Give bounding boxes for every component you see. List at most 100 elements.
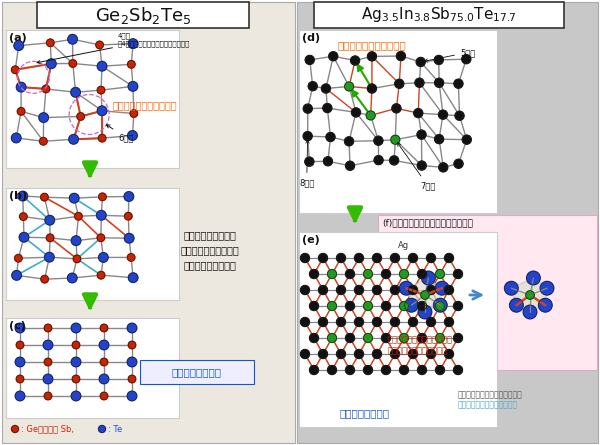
Circle shape [527,271,540,285]
Circle shape [445,286,454,295]
Circle shape [389,156,398,165]
Circle shape [72,375,80,383]
Text: (b): (b) [9,191,27,201]
Circle shape [373,349,382,359]
Circle shape [323,104,332,113]
Circle shape [99,340,109,350]
Circle shape [391,135,400,144]
Circle shape [427,286,436,295]
Circle shape [15,323,25,333]
Circle shape [523,305,537,319]
Circle shape [355,317,364,327]
Circle shape [310,270,319,279]
Circle shape [433,299,447,312]
Circle shape [328,365,337,375]
Circle shape [15,391,25,401]
Circle shape [20,213,27,220]
Circle shape [439,163,448,172]
Circle shape [540,281,554,295]
Circle shape [15,357,25,367]
Circle shape [436,270,445,279]
Text: アモルファス（記録相）: アモルファス（記録相） [338,40,407,50]
Text: 5員環: 5員環 [424,48,475,62]
Circle shape [128,131,137,140]
Circle shape [400,333,409,343]
Circle shape [346,302,355,311]
Circle shape [12,271,22,280]
Bar [2,2,295,443]
Circle shape [409,317,418,327]
Circle shape [47,59,56,69]
Circle shape [417,130,426,139]
Circle shape [39,113,49,122]
Circle shape [310,365,319,375]
Circle shape [301,317,310,327]
Circle shape [364,270,373,279]
Circle shape [41,194,48,201]
Circle shape [322,84,331,93]
Circle shape [364,302,373,311]
Text: 結晶（未記録相）: 結晶（未記録相） [172,367,222,377]
Circle shape [97,61,107,71]
Circle shape [418,305,432,319]
Circle shape [70,194,79,203]
Text: Ag: Ag [398,241,409,250]
FancyBboxPatch shape [314,2,564,28]
Circle shape [98,253,108,262]
Circle shape [303,104,312,113]
Circle shape [367,52,376,61]
Bar [6,318,179,418]
Circle shape [364,365,373,375]
Text: 8員環: 8員環 [299,140,314,187]
Circle shape [71,236,81,246]
Polygon shape [425,278,442,312]
Circle shape [308,82,317,91]
Polygon shape [530,278,547,312]
Circle shape [97,271,105,279]
Circle shape [344,137,353,146]
Circle shape [97,86,105,94]
Circle shape [454,159,463,168]
Circle shape [128,273,138,283]
Circle shape [11,133,21,143]
Circle shape [124,192,134,201]
Text: (e): (e) [302,235,320,245]
Bar [299,30,497,213]
Circle shape [382,270,391,279]
Circle shape [364,333,373,343]
Circle shape [98,425,106,433]
Circle shape [526,291,534,299]
Circle shape [14,255,22,262]
Circle shape [98,134,106,142]
Text: : Te: : Te [108,425,122,433]
Circle shape [44,392,52,400]
Circle shape [427,254,436,263]
Circle shape [366,111,375,120]
Circle shape [409,349,418,359]
Circle shape [310,302,319,311]
Text: $\mathrm{Ge_2Sb_2Te_5}$: $\mathrm{Ge_2Sb_2Te_5}$ [95,4,191,25]
Circle shape [301,254,310,263]
Circle shape [418,365,427,375]
Polygon shape [511,278,533,312]
Circle shape [337,317,346,327]
Circle shape [434,135,443,144]
Circle shape [44,252,54,262]
Circle shape [374,136,383,145]
Circle shape [337,286,346,295]
Circle shape [367,84,376,93]
Circle shape [382,302,391,311]
Circle shape [422,271,435,285]
Text: 赤色、灰色の結合　：短い結合: 赤色、灰色の結合 ：短い結合 [458,390,523,399]
Circle shape [374,156,383,165]
Circle shape [439,110,448,119]
Circle shape [337,254,346,263]
Circle shape [74,212,82,220]
Circle shape [127,391,137,401]
Text: (c): (c) [9,321,26,331]
Circle shape [373,254,382,263]
Circle shape [128,341,136,349]
Circle shape [11,66,19,73]
Circle shape [16,375,24,383]
Circle shape [434,56,443,65]
